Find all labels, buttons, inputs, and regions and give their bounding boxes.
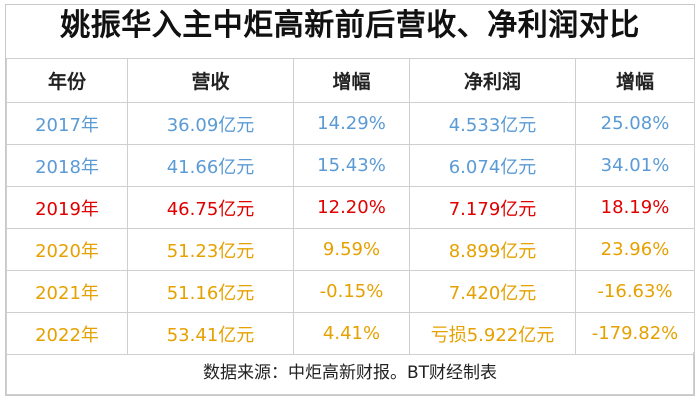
table-row: 2019年 46.75亿元 12.20% 7.179亿元 18.19% xyxy=(6,186,695,229)
cell-revenue-growth: 14.29% xyxy=(293,102,410,145)
cell-year: 2021年 xyxy=(6,270,128,313)
cell-year: 2019年 xyxy=(6,186,128,229)
header-profit-growth: 增幅 xyxy=(575,58,695,103)
cell-net-profit: 4.533亿元 xyxy=(409,102,576,145)
cell-profit-growth: 23.96% xyxy=(575,228,695,271)
table-row: 2020年 51.23亿元 9.59% 8.899亿元 23.96% xyxy=(6,228,695,271)
cell-net-profit: 6.074亿元 xyxy=(409,144,576,187)
cell-year: 2022年 xyxy=(6,312,128,355)
cell-net-profit: 7.420亿元 xyxy=(409,270,576,313)
cell-revenue-growth: 4.41% xyxy=(293,312,410,355)
table-row: 2021年 51.16亿元 -0.15% 7.420亿元 -16.63% xyxy=(6,270,695,313)
cell-year: 2017年 xyxy=(6,102,128,145)
comparison-table: 年份 营收 增幅 净利润 增幅 2017年 36.09亿元 14.29% 4.5… xyxy=(6,58,695,355)
cell-revenue: 41.66亿元 xyxy=(127,144,294,187)
cell-net-profit: 7.179亿元 xyxy=(409,186,576,229)
cell-revenue: 51.16亿元 xyxy=(127,270,294,313)
cell-year: 2020年 xyxy=(6,228,128,271)
cell-revenue: 36.09亿元 xyxy=(127,102,294,145)
table-header-row: 年份 营收 增幅 净利润 增幅 xyxy=(6,58,695,103)
table-row: 2018年 41.66亿元 15.43% 6.074亿元 34.01% xyxy=(6,144,695,187)
table-row: 2017年 36.09亿元 14.29% 4.533亿元 25.08% xyxy=(6,102,695,145)
cell-revenue: 46.75亿元 xyxy=(127,186,294,229)
header-year: 年份 xyxy=(6,58,128,103)
cell-revenue-growth: 12.20% xyxy=(293,186,410,229)
page-title: 姚振华入主中炬高新前后营收、净利润对比 xyxy=(60,8,640,43)
cell-profit-growth: -16.63% xyxy=(575,270,695,313)
cell-revenue-growth: 9.59% xyxy=(293,228,410,271)
cell-net-profit: 8.899亿元 xyxy=(409,228,576,271)
cell-profit-growth: 34.01% xyxy=(575,144,695,187)
header-net-profit: 净利润 xyxy=(409,58,576,103)
header-revenue: 营收 xyxy=(127,58,294,103)
table-row: 2022年 53.41亿元 4.41% 亏损5.922亿元 -179.82% xyxy=(6,312,695,355)
source-note: 数据来源：中炬高新财报。BT财经制表 xyxy=(6,352,694,395)
header-revenue-growth: 增幅 xyxy=(293,58,410,103)
cell-year: 2018年 xyxy=(6,144,128,187)
cell-revenue: 53.41亿元 xyxy=(127,312,294,355)
cell-revenue-growth: 15.43% xyxy=(293,144,410,187)
cell-revenue-growth: -0.15% xyxy=(293,270,410,313)
cell-revenue: 51.23亿元 xyxy=(127,228,294,271)
table-frame xyxy=(5,4,695,396)
cell-profit-growth: 18.19% xyxy=(575,186,695,229)
cell-profit-growth: 25.08% xyxy=(575,102,695,145)
cell-profit-growth: -179.82% xyxy=(575,312,695,355)
cell-net-profit: 亏损5.922亿元 xyxy=(409,312,576,355)
